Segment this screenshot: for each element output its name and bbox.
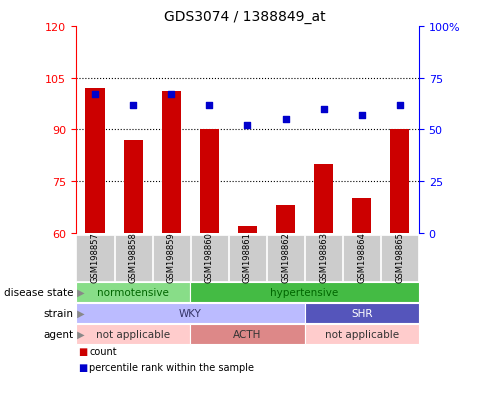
Text: ■: ■ <box>78 347 88 356</box>
Text: GSM198861: GSM198861 <box>243 232 252 282</box>
Point <box>129 102 137 109</box>
Text: GSM198863: GSM198863 <box>319 232 328 282</box>
Bar <box>200 130 219 233</box>
Point <box>91 92 99 98</box>
Bar <box>314 164 333 233</box>
Bar <box>123 140 143 233</box>
Text: ■: ■ <box>78 362 88 372</box>
Point <box>167 92 175 98</box>
Text: GSM198859: GSM198859 <box>167 232 176 282</box>
Text: GSM198860: GSM198860 <box>205 232 214 282</box>
Text: not applicable: not applicable <box>325 329 399 339</box>
Text: SHR: SHR <box>351 308 372 318</box>
Text: GSM198857: GSM198857 <box>91 232 99 282</box>
Bar <box>352 199 371 233</box>
Text: count: count <box>89 347 117 356</box>
Point <box>358 112 366 119</box>
Text: GSM198862: GSM198862 <box>281 232 290 282</box>
Point <box>320 106 328 113</box>
Point <box>396 102 404 109</box>
Text: percentile rank within the sample: percentile rank within the sample <box>89 362 254 372</box>
Text: not applicable: not applicable <box>96 329 170 339</box>
Bar <box>238 226 257 233</box>
Bar <box>276 206 295 233</box>
Text: normotensive: normotensive <box>97 287 169 297</box>
Bar <box>391 130 410 233</box>
Text: GSM198864: GSM198864 <box>357 232 367 282</box>
Text: agent: agent <box>44 329 74 339</box>
Text: WKY: WKY <box>179 308 202 318</box>
Point <box>282 116 290 123</box>
Text: GSM198858: GSM198858 <box>128 232 138 282</box>
Bar <box>85 89 104 233</box>
Text: ▶: ▶ <box>74 308 85 318</box>
Point <box>244 123 251 129</box>
Text: disease state: disease state <box>4 287 74 297</box>
Text: ACTH: ACTH <box>233 329 262 339</box>
Bar <box>162 92 181 233</box>
Text: GSM198865: GSM198865 <box>395 232 404 282</box>
Text: ▶: ▶ <box>74 329 85 339</box>
Point <box>205 102 213 109</box>
Text: ▶: ▶ <box>74 287 85 297</box>
Text: strain: strain <box>44 308 74 318</box>
Text: GDS3074 / 1388849_at: GDS3074 / 1388849_at <box>164 10 326 24</box>
Text: hypertensive: hypertensive <box>270 287 339 297</box>
